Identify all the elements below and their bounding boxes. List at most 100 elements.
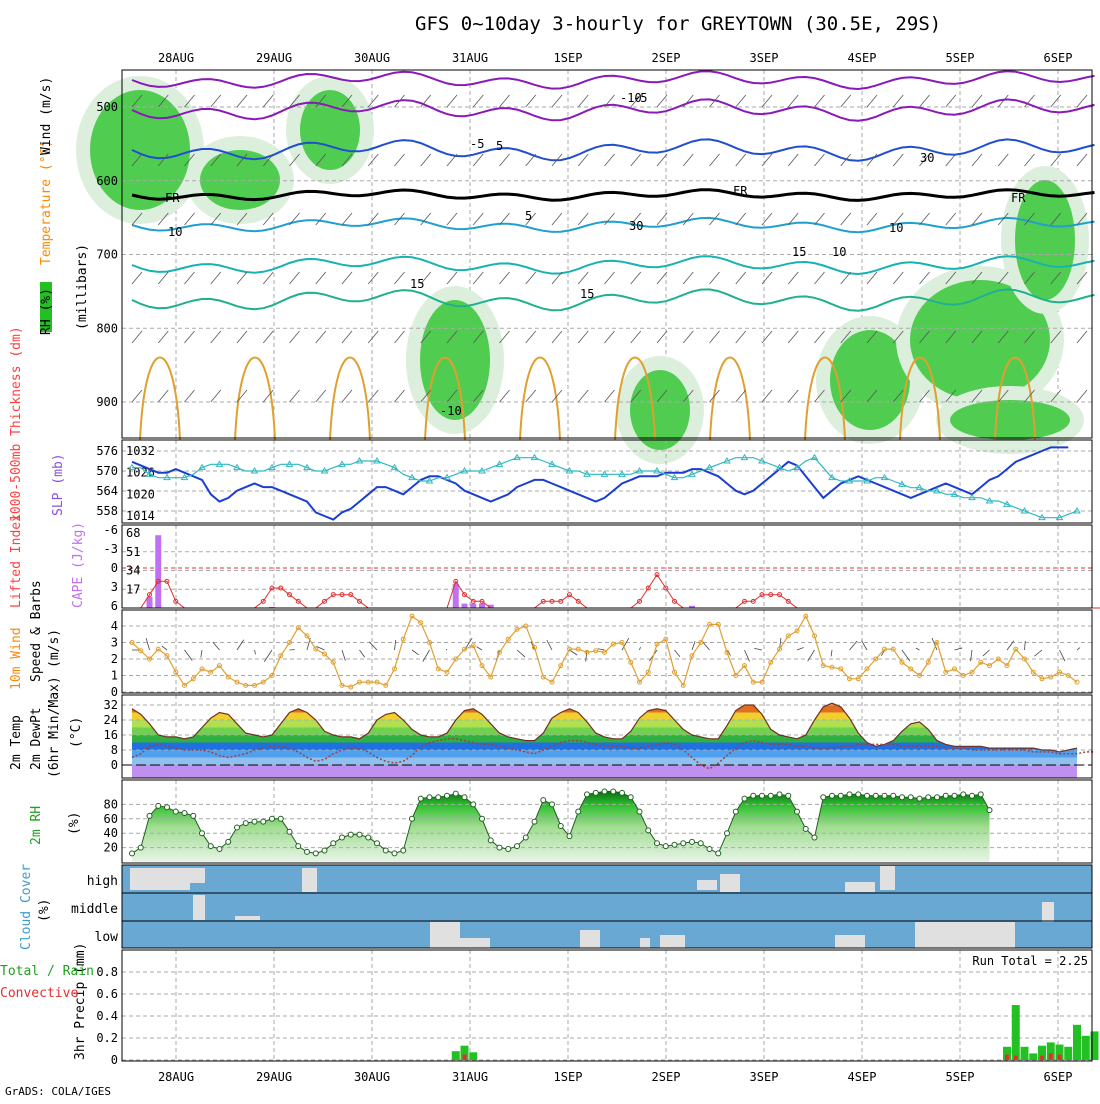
cloud-box-11 bbox=[845, 882, 875, 892]
barb-39-580 bbox=[473, 154, 483, 166]
dewpt-label: 2m DewPt bbox=[29, 707, 44, 770]
temp-band-2 bbox=[122, 750, 1092, 758]
barb-24-740 bbox=[342, 272, 352, 284]
rh-pt-12 bbox=[235, 825, 240, 830]
wind10-label: 10m Wind bbox=[9, 627, 24, 690]
rh-pt-32 bbox=[410, 816, 415, 821]
barb-63-580 bbox=[683, 154, 693, 166]
cape-tick-34: 34 bbox=[126, 564, 140, 578]
rh-pt-90 bbox=[917, 796, 922, 801]
thk-tick-576: 576 bbox=[96, 444, 118, 458]
precip-tick-0.4: 0.4 bbox=[96, 1009, 118, 1023]
temp-tick-16: 16 bbox=[104, 728, 118, 742]
precip-total-bar-107 bbox=[1064, 1047, 1072, 1060]
sfc-barb-90 bbox=[916, 648, 920, 650]
barb-24-900 bbox=[342, 390, 352, 402]
rh-pt-3 bbox=[156, 803, 161, 808]
rh-pt-40 bbox=[480, 816, 485, 821]
barb-27-500 bbox=[368, 95, 378, 107]
barb-108-900 bbox=[1077, 390, 1087, 402]
barb-78-500 bbox=[815, 95, 825, 107]
rh-pt-65 bbox=[698, 841, 703, 846]
barb-27-580 bbox=[368, 154, 378, 166]
top-date-3SEP: 3SEP bbox=[750, 51, 779, 65]
rh-pt-51 bbox=[576, 809, 581, 814]
contour-label-3: 5 bbox=[525, 209, 532, 223]
rh-pt-47 bbox=[541, 798, 546, 803]
precip-conv-bar-38 bbox=[463, 1055, 467, 1061]
p-tick-900: 900 bbox=[96, 395, 118, 409]
barb-45-740 bbox=[526, 272, 536, 284]
precip-total-bar-102 bbox=[1021, 1047, 1029, 1060]
rh-pt-94 bbox=[952, 793, 957, 798]
rh-pt-5 bbox=[173, 809, 178, 814]
wind10-unit-label: (m/s) bbox=[47, 629, 62, 668]
p-tick-800: 800 bbox=[96, 321, 118, 335]
barb-105-580 bbox=[1051, 154, 1061, 166]
barb-21-900 bbox=[316, 390, 326, 402]
barb-51-900 bbox=[578, 390, 588, 402]
millibars-label: (millibars) bbox=[75, 244, 90, 330]
barb-93-660 bbox=[946, 213, 956, 225]
precip-tick-0.2: 0.2 bbox=[96, 1031, 118, 1045]
sfc-barb-108 bbox=[1077, 648, 1080, 650]
barb-12-740 bbox=[237, 272, 247, 284]
barb-84-660 bbox=[867, 213, 877, 225]
precip-total-bar-109 bbox=[1082, 1036, 1090, 1060]
rh-pt-96 bbox=[970, 793, 975, 798]
barb-30-900 bbox=[395, 390, 405, 402]
cape-tick-68: 68 bbox=[126, 526, 140, 540]
rh-pt-81 bbox=[838, 793, 843, 798]
cloud-box-15 bbox=[193, 895, 205, 920]
thickness-label: 1000-500mb Thickness (dm) bbox=[9, 326, 24, 522]
thk-tick-558: 558 bbox=[96, 504, 118, 518]
sfc-barb-54 bbox=[598, 649, 605, 650]
grads-credit: GrADS: COLA/IGES bbox=[5, 1085, 111, 1098]
contour-label-12: 30 bbox=[920, 151, 934, 165]
rh-pt-19 bbox=[296, 844, 301, 849]
li-tick-0: -6 bbox=[104, 523, 118, 537]
sfc-barb-10 bbox=[213, 642, 220, 650]
rh-tick-40: 40 bbox=[104, 826, 118, 840]
rh-pt-27 bbox=[366, 835, 371, 840]
top-date-5SEP: 5SEP bbox=[946, 51, 975, 65]
rh-pt-28 bbox=[375, 841, 380, 846]
precip-conv-bar-101 bbox=[1014, 1056, 1018, 1060]
barb-9-900 bbox=[211, 390, 221, 402]
rh-pt-84 bbox=[865, 793, 870, 798]
contour-label-15: 30 bbox=[629, 219, 643, 233]
rh-label: RH (%) bbox=[39, 288, 54, 335]
barb-3-740 bbox=[158, 272, 168, 284]
cloud-box-7 bbox=[660, 935, 685, 948]
barb-42-580 bbox=[500, 154, 510, 166]
barb-96-580 bbox=[972, 154, 982, 166]
rh-pt-61 bbox=[663, 844, 668, 849]
temp-tick-24: 24 bbox=[104, 713, 118, 727]
rh-pt-86 bbox=[882, 793, 887, 798]
rh-pt-56 bbox=[620, 790, 625, 795]
rh-pt-70 bbox=[742, 796, 747, 801]
rh-pt-98 bbox=[987, 808, 992, 813]
barb-6-660 bbox=[185, 213, 195, 225]
barb-30-580 bbox=[395, 154, 405, 166]
barb-48-500 bbox=[552, 95, 562, 107]
rh-pt-55 bbox=[611, 789, 616, 794]
rh-pt-8 bbox=[200, 831, 205, 836]
panels: 500600700800900-10-5FR5101515-10-5510153… bbox=[0, 70, 1100, 1067]
cloud-box-16 bbox=[235, 916, 260, 920]
rh-pt-1 bbox=[138, 845, 143, 850]
barb-81-500 bbox=[841, 95, 851, 107]
rh-pt-2 bbox=[147, 813, 152, 818]
cape-tick-17: 17 bbox=[126, 582, 140, 596]
rh-pt-48 bbox=[550, 802, 555, 807]
bottom-date-29AUG: 29AUG bbox=[256, 1070, 292, 1084]
cloud-label: Cloud Cover bbox=[19, 864, 34, 950]
barb-15-500 bbox=[263, 95, 273, 107]
sfc-barb-26 bbox=[360, 650, 365, 657]
sfc-barb-4 bbox=[162, 646, 167, 650]
sfc-barb-32 bbox=[412, 650, 419, 655]
rh-pt-6 bbox=[182, 811, 187, 816]
precip-total-bar-101 bbox=[1012, 1005, 1020, 1060]
rh-pt-23 bbox=[331, 841, 336, 846]
